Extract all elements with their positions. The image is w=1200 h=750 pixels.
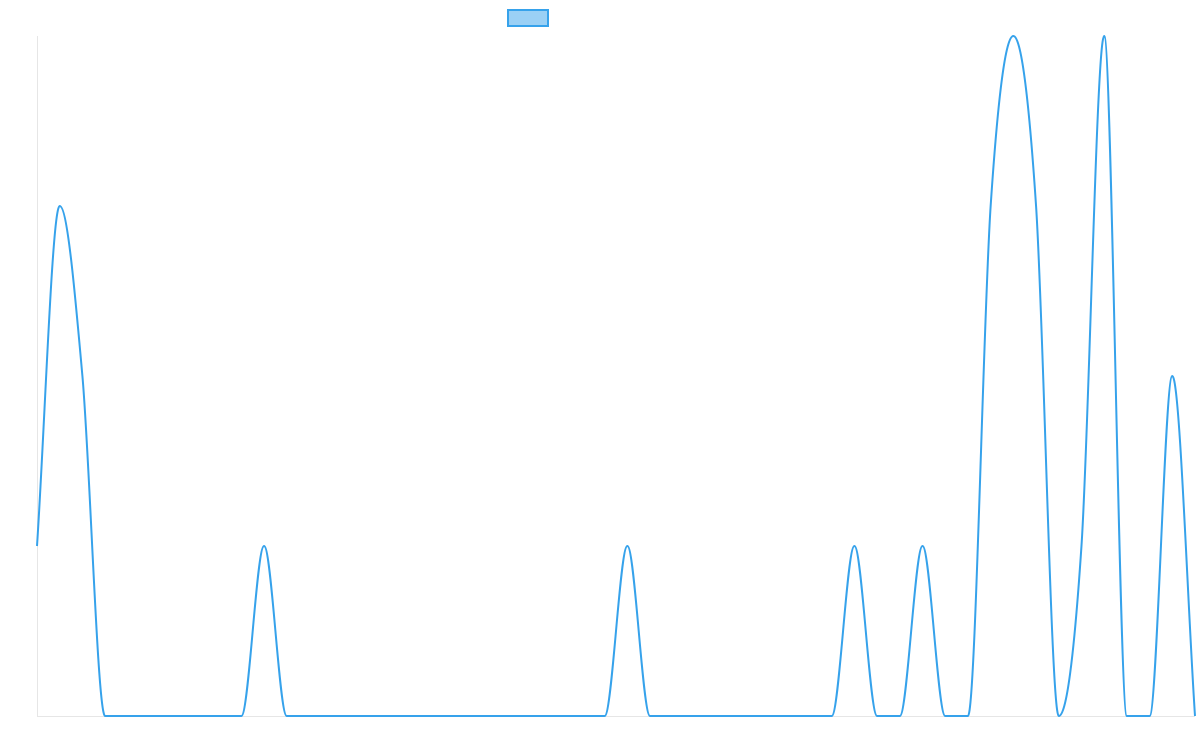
data-point-0-40[interactable] <box>942 713 948 719</box>
data-point-0-22[interactable] <box>534 713 540 719</box>
series-line-0[interactable] <box>36 34 1196 718</box>
data-point-0-26[interactable] <box>624 543 630 549</box>
data-point-0-0[interactable] <box>34 543 40 549</box>
data-point-0-41[interactable] <box>965 713 971 719</box>
data-point-0-15[interactable] <box>375 713 381 719</box>
data-point-0-6[interactable] <box>170 713 176 719</box>
data-point-0-9[interactable] <box>238 713 244 719</box>
data-point-0-50[interactable] <box>1169 373 1175 379</box>
data-point-0-27[interactable] <box>647 713 653 719</box>
data-point-0-31[interactable] <box>738 713 744 719</box>
data-point-0-39[interactable] <box>920 543 926 549</box>
data-point-0-25[interactable] <box>602 713 608 719</box>
data-point-0-3[interactable] <box>102 713 108 719</box>
data-point-0-5[interactable] <box>148 713 154 719</box>
data-point-0-42[interactable] <box>988 203 994 209</box>
data-point-0-33[interactable] <box>783 713 789 719</box>
data-point-0-7[interactable] <box>193 713 199 719</box>
data-point-0-45[interactable] <box>1056 713 1062 719</box>
series-layer <box>34 33 1198 719</box>
data-point-0-20[interactable] <box>488 713 494 719</box>
data-point-0-8[interactable] <box>216 713 222 719</box>
data-point-0-48[interactable] <box>1124 713 1130 719</box>
data-point-0-23[interactable] <box>556 713 562 719</box>
data-point-0-47[interactable] <box>1101 33 1107 39</box>
data-point-0-18[interactable] <box>443 713 449 719</box>
data-point-0-14[interactable] <box>352 713 358 719</box>
data-point-0-4[interactable] <box>125 713 131 719</box>
data-point-0-29[interactable] <box>692 713 698 719</box>
data-point-0-46[interactable] <box>1078 543 1084 549</box>
data-point-0-16[interactable] <box>397 713 403 719</box>
data-point-0-37[interactable] <box>874 713 880 719</box>
data-point-0-17[interactable] <box>420 713 426 719</box>
data-point-0-32[interactable] <box>761 713 767 719</box>
data-point-0-28[interactable] <box>670 713 676 719</box>
data-point-0-34[interactable] <box>806 713 812 719</box>
data-point-0-36[interactable] <box>851 543 857 549</box>
data-point-0-38[interactable] <box>897 713 903 719</box>
data-point-0-30[interactable] <box>715 713 721 719</box>
data-point-0-13[interactable] <box>329 713 335 719</box>
data-point-0-19[interactable] <box>465 713 471 719</box>
data-point-0-51[interactable] <box>1192 713 1198 719</box>
data-point-0-12[interactable] <box>306 713 312 719</box>
data-point-0-24[interactable] <box>579 713 585 719</box>
data-point-0-11[interactable] <box>284 713 290 719</box>
data-point-0-49[interactable] <box>1147 713 1153 719</box>
data-point-0-44[interactable] <box>1033 203 1039 209</box>
data-point-0-2[interactable] <box>79 373 85 379</box>
data-point-0-1[interactable] <box>57 203 63 209</box>
data-point-0-43[interactable] <box>1010 33 1016 39</box>
legend[interactable] <box>507 9 549 27</box>
data-point-0-35[interactable] <box>829 713 835 719</box>
legend-swatch[interactable] <box>507 9 549 27</box>
data-point-0-10[interactable] <box>261 543 267 549</box>
data-point-0-21[interactable] <box>511 713 517 719</box>
